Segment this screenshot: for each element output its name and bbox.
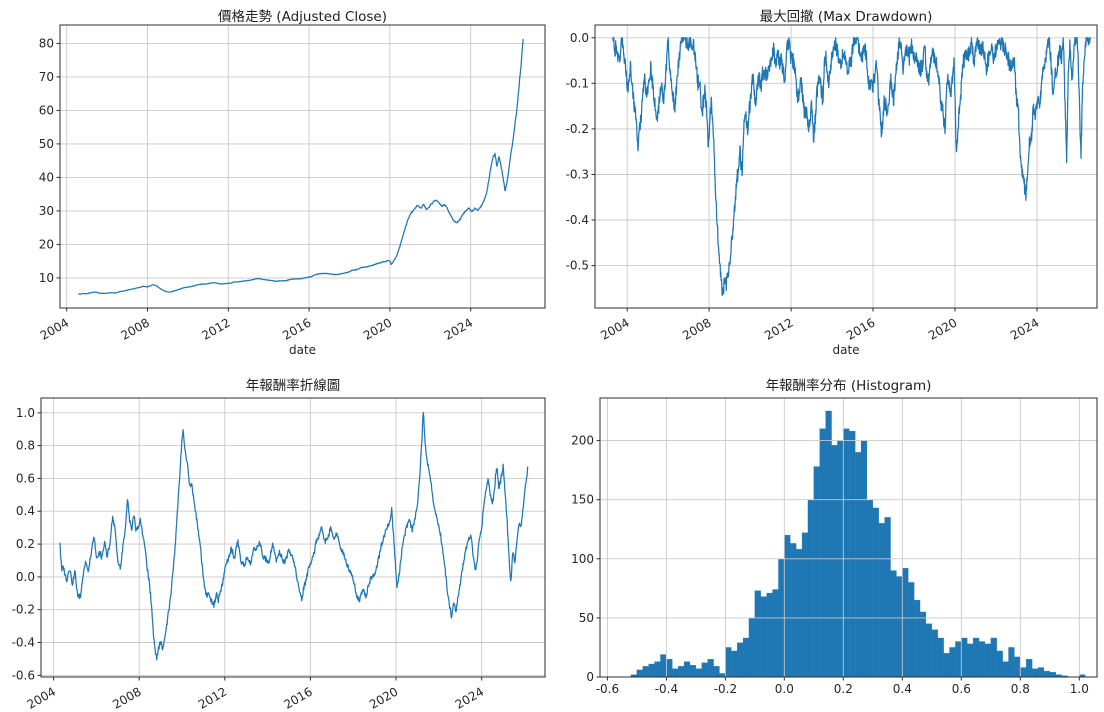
svg-text:-0.4: -0.4 [12,636,35,650]
svg-text:2008: 2008 [680,315,713,342]
svg-text:2016: 2016 [280,315,313,342]
svg-text:-0.6: -0.6 [596,682,619,696]
svg-text:60: 60 [39,103,54,117]
svg-text:20: 20 [39,237,54,251]
svg-text:0.8: 0.8 [16,439,35,453]
svg-text:2024: 2024 [442,315,475,342]
svg-text:1.0: 1.0 [1070,682,1089,696]
svg-text:50: 50 [39,137,54,151]
svg-text:2012: 2012 [196,684,229,711]
svg-text:2008: 2008 [119,315,152,342]
svg-text:-0.4: -0.4 [655,682,678,696]
annual-return-chart-title: 年報酬率折線圖 [245,378,341,394]
svg-text:-0.4: -0.4 [566,213,589,227]
svg-text:150: 150 [571,493,594,507]
svg-text:0.4: 0.4 [16,504,35,518]
svg-text:0.0: 0.0 [16,570,35,584]
svg-text:2016: 2016 [281,684,314,711]
svg-text:2004: 2004 [598,315,631,342]
annual-chart-svg: 2004 2008 2012 2016 2020 2024 1.0 0.8 0.6 0.4 0.2 0… [12,397,546,712]
svg-text:0.0: 0.0 [775,682,794,696]
svg-text:2020: 2020 [361,315,394,342]
svg-text:0.6: 0.6 [952,682,971,696]
svg-text:0.0: 0.0 [570,31,589,45]
svg-text:-0.2: -0.2 [714,682,737,696]
svg-text:date: date [289,343,316,357]
svg-text:2020: 2020 [367,684,400,711]
svg-text:200: 200 [571,434,594,448]
svg-text:0.6: 0.6 [16,471,35,485]
drawdown-chart-svg: 2004 2008 2012 2016 2020 2024 0.0 -0.1 -0.2 -0.3 -… [566,24,1098,357]
svg-text:40: 40 [39,170,54,184]
drawdown-chart-title: 最大回撤 (Max Drawdown) [759,9,933,25]
svg-text:0: 0 [586,670,594,684]
svg-text:-0.6: -0.6 [12,668,35,682]
price-chart-title: 價格走勢 (Adjusted Close) [218,9,387,25]
svg-text:-0.2: -0.2 [12,603,35,617]
price-chart-svg: 2004 2008 2012 2016 2020 2024 10 20 30 40 50 60 70 80… [38,24,546,357]
svg-text:-0.1: -0.1 [566,76,589,90]
svg-text:2020: 2020 [926,315,959,342]
histogram-chart-title: 年報酬率分布 (Histogram) [765,378,932,394]
svg-text:10: 10 [39,271,54,285]
svg-text:2004: 2004 [38,315,71,342]
svg-text:2024: 2024 [453,684,486,711]
svg-text:date: date [832,343,859,357]
svg-text:2024: 2024 [1008,315,1041,342]
svg-text:0.8: 0.8 [1011,682,1030,696]
svg-text:-0.2: -0.2 [566,122,589,136]
svg-text:100: 100 [571,552,594,566]
svg-text:2004: 2004 [25,684,58,711]
svg-text:2008: 2008 [110,684,143,711]
svg-text:70: 70 [39,70,54,84]
svg-text:2016: 2016 [844,315,877,342]
svg-text:2012: 2012 [199,315,232,342]
svg-text:2012: 2012 [762,315,795,342]
svg-text:0.4: 0.4 [893,682,912,696]
svg-text:0.2: 0.2 [16,537,35,551]
svg-text:1.0: 1.0 [16,406,35,420]
svg-text:80: 80 [39,36,54,50]
svg-text:-0.5: -0.5 [566,259,589,273]
svg-text:0.2: 0.2 [834,682,853,696]
svg-text:50: 50 [579,611,594,625]
svg-text:-0.3: -0.3 [566,168,589,182]
svg-text:30: 30 [39,204,54,218]
hist-chart-svg: -0.6 -0.4 -0.2 0.0 0.2 0.4 0.6 0.8 1.0 0 50 100 150 2… [571,397,1098,696]
